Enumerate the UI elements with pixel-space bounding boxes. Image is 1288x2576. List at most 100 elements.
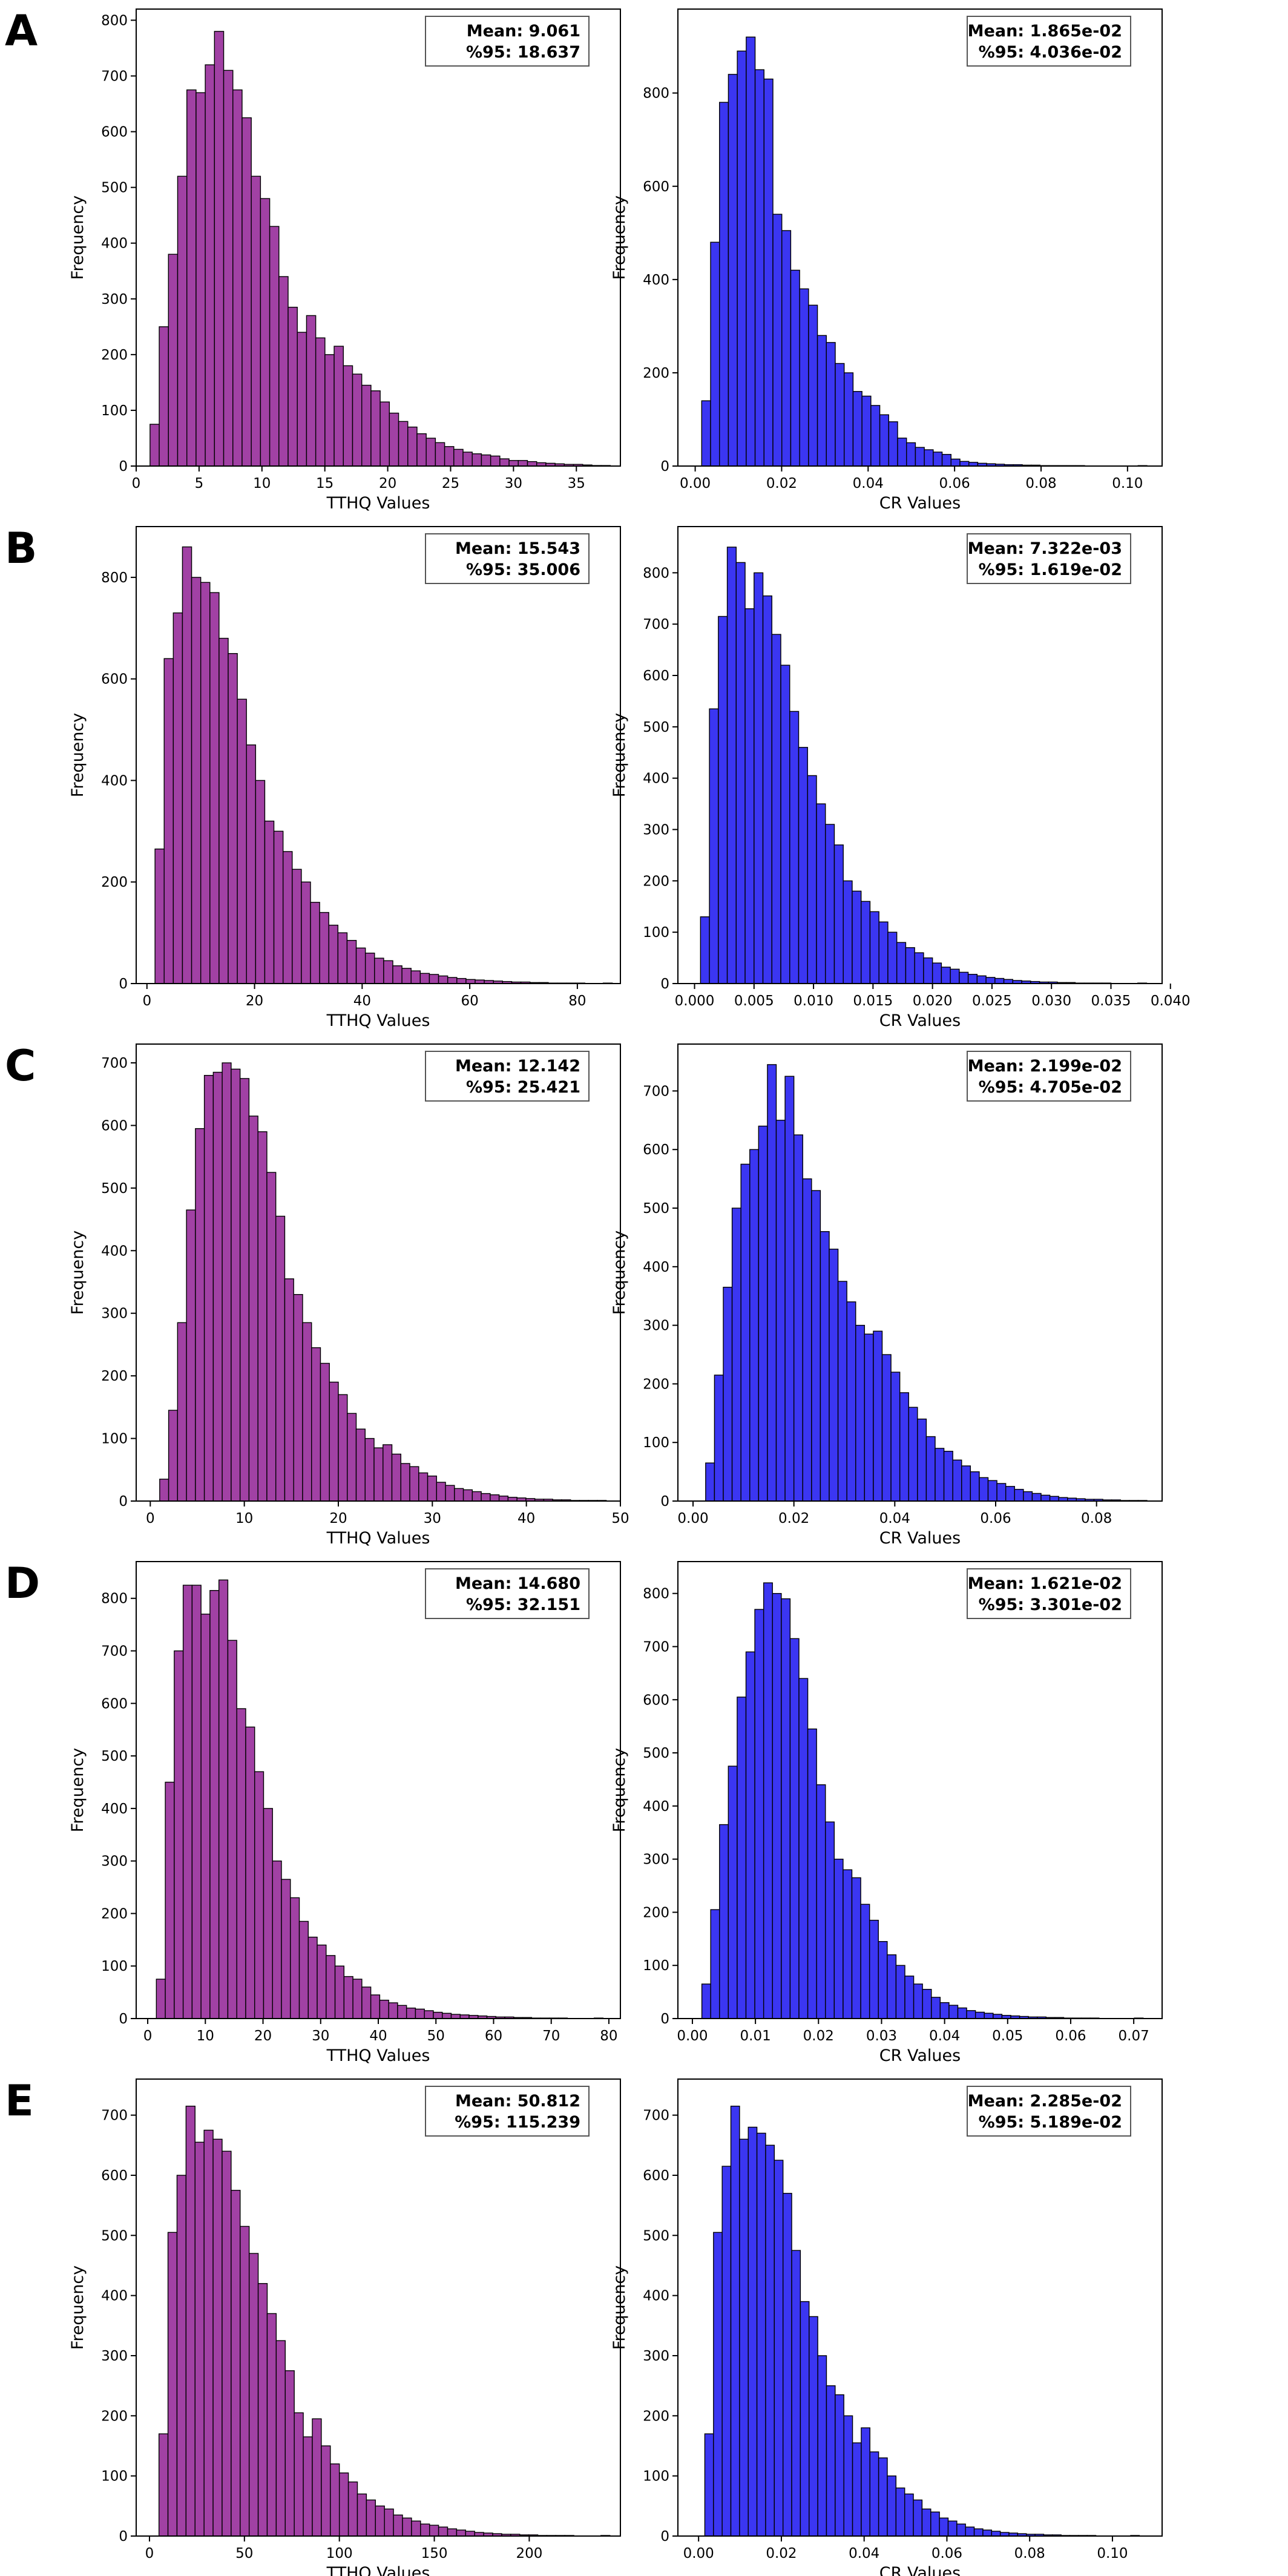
histogram-bar [705, 1462, 715, 1502]
y-tick-label: 200 [101, 1368, 128, 1384]
histogram-bar [913, 2499, 923, 2537]
histogram-bar [435, 442, 445, 467]
y-tick-label: 200 [643, 366, 669, 381]
histogram-bar [293, 1293, 303, 1502]
histogram-bar [456, 2529, 467, 2537]
plot-frame [677, 1043, 1163, 1502]
histogram-bar [956, 2523, 966, 2537]
histogram-bar [731, 1208, 741, 1502]
stats-box-frame [425, 533, 590, 584]
y-axis-label: Frequency [610, 1230, 629, 1315]
x-tick-label: 50 [611, 1511, 629, 1526]
x-tick-label: 0.06 [980, 1511, 1011, 1526]
y-tick-label: 200 [643, 1376, 669, 1392]
histogram-bar [931, 1997, 941, 2019]
histogram-bar [264, 820, 275, 984]
histogram-bar [833, 1858, 844, 2019]
histogram-bar [191, 1585, 202, 2019]
bar-series [700, 547, 1148, 984]
histogram-bar [393, 2514, 403, 2537]
histogram-bar [704, 2433, 714, 2537]
histogram-bar [298, 1920, 309, 2019]
x-axis-label: TTHQ Values [326, 1529, 430, 1548]
histogram-bar [228, 653, 238, 984]
histogram-bar [923, 957, 933, 984]
y-tick-label: 0 [119, 2529, 128, 2545]
histogram-bar [334, 346, 344, 467]
y-tick-label: 300 [101, 292, 128, 307]
histogram-bar [379, 1999, 389, 2019]
histogram-bar [209, 1590, 220, 2019]
histogram-bar [177, 1322, 187, 1502]
plot-frame [677, 526, 1163, 984]
x-tick-label: 0.02 [766, 476, 797, 491]
histogram-bar [237, 698, 247, 984]
y-tick-label: 800 [643, 565, 669, 581]
panel-label: B [5, 524, 37, 573]
histogram-bar [835, 2394, 844, 2537]
histogram-bar [895, 1965, 905, 2019]
histogram-bar [445, 1485, 455, 1502]
histogram-bar [959, 971, 969, 984]
y-tick-label: 100 [643, 925, 669, 941]
y-tick-label: 0 [660, 1494, 669, 1510]
x-tick-label: 0.00 [683, 2546, 714, 2561]
y-axis-label: Frequency [610, 1748, 629, 1833]
histogram-bar [282, 851, 293, 984]
histogram-bar [200, 1614, 211, 2019]
histogram-bar [948, 2005, 959, 2019]
histogram-bar [438, 975, 448, 984]
y-tick-label: 0 [660, 2529, 669, 2545]
x-tick-label: 0.020 [913, 993, 953, 1009]
histogram-bar [843, 1869, 853, 2019]
histogram-bar [1005, 1486, 1015, 1502]
bar-series [150, 31, 611, 467]
panel-label: A [5, 6, 38, 56]
histogram-bar [763, 78, 774, 467]
histogram-bar [852, 391, 862, 467]
x-tick-label: 0.08 [1014, 2546, 1045, 2561]
y-tick-label: 100 [643, 1958, 669, 1974]
y-axis-label: Frequency [68, 713, 87, 798]
y-tick-label: 600 [101, 125, 128, 140]
histogram-bar [227, 1640, 237, 2019]
histogram-bar [194, 2141, 205, 2537]
y-tick-label: 400 [101, 2288, 128, 2304]
histogram-bar [352, 373, 363, 467]
histogram-bar [465, 2531, 475, 2537]
histogram-bar [825, 1821, 835, 2019]
histogram-bar [288, 306, 298, 467]
stats-box-frame [967, 1568, 1131, 1619]
histogram-bar [326, 1955, 336, 2019]
x-tick-label: 0.000 [675, 993, 715, 1009]
y-tick-label: 400 [101, 236, 128, 252]
stats-box-frame [425, 16, 590, 67]
histogram-bar [984, 2012, 994, 2019]
histogram-bar [246, 744, 257, 984]
histogram-bar [943, 1451, 953, 1502]
histogram-bar [860, 901, 871, 984]
histogram-bar [343, 1976, 353, 2019]
histogram-bar [991, 2531, 1001, 2537]
histogram-bar [775, 1120, 786, 1502]
histogram-bar [508, 460, 519, 467]
histogram-bar [925, 1436, 936, 1502]
histogram-bar [861, 2427, 870, 2537]
x-tick-label: 70 [542, 2028, 560, 2044]
histogram-e-tthq: E 0 50 100 150 200 0 100 200 300 400 500 600 700 TTHQ … [5, 2076, 621, 2576]
stats-box: Mean: 50.812 %95: 115.239 [425, 2086, 590, 2137]
histogram-bar [908, 1407, 918, 1502]
plot-frame [677, 1561, 1163, 2019]
y-tick-label: 200 [643, 2408, 669, 2424]
histogram-bar [904, 1976, 915, 2019]
histogram-bar [329, 1381, 339, 1502]
histogram-bar [914, 952, 924, 984]
x-tick-label: 0.015 [853, 993, 893, 1009]
histogram-bar [401, 968, 412, 984]
histogram-bar [730, 2105, 740, 2537]
histogram-bar [718, 616, 728, 984]
x-axis-label: CR Values [879, 1011, 961, 1030]
x-tick-label: 5 [195, 476, 204, 491]
